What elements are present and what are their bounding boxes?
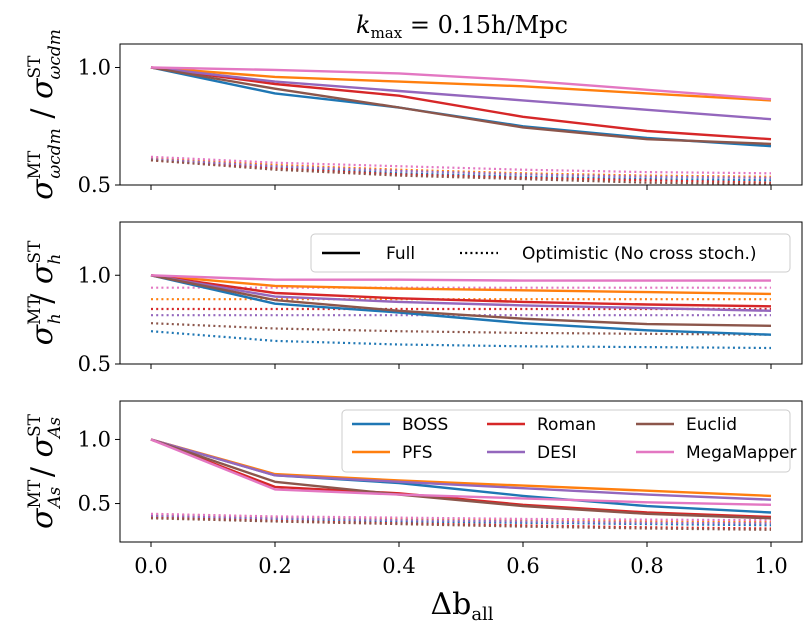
style-legend-box xyxy=(310,233,791,273)
series-line-pfs-full xyxy=(150,274,772,296)
y-tick-label: 0.5 xyxy=(78,492,111,516)
x-tick-label: 0.2 xyxy=(258,554,291,578)
legend-label-megamapper: MegaMapper xyxy=(686,443,796,463)
panel-1: 0.5 1.0 σMTωcdm / σSTωcdm xyxy=(25,29,803,200)
series-line-roman-optimistic xyxy=(150,159,772,184)
panel-1-frame xyxy=(119,43,803,186)
y-tick-label: 1.0 xyxy=(78,56,111,80)
panel-3-series xyxy=(150,438,772,531)
series-line-desi-full xyxy=(150,438,772,501)
y-tick-label: 1.0 xyxy=(78,427,111,451)
panel-3: 0.5 1.0 0.0 0.2 0.4 0.6 0.8 1.0 σMTAs / σSTAs xyxy=(25,400,803,578)
series-line-megamapper-full xyxy=(150,274,771,282)
x-tick-label: 0.6 xyxy=(506,554,539,578)
x-tick-label: 1.0 xyxy=(754,554,787,578)
series-line-desi-full xyxy=(150,274,772,312)
series-line-boss-optimistic xyxy=(150,515,772,527)
chart-title: kmax = 0.15h/Mpc xyxy=(356,11,568,42)
legend-label-full: Full xyxy=(386,244,415,264)
series-line-roman-optimistic xyxy=(150,516,772,530)
panel-3-frame xyxy=(119,400,803,543)
y-axis-label: σMTh / σSTh xyxy=(25,240,65,346)
series-line-desi-full xyxy=(150,66,772,121)
x-tick-label: 0.0 xyxy=(134,554,167,578)
panel-2: 0.5 1.0 σMTh / σSTh xyxy=(25,221,803,376)
series-line-euclid-full xyxy=(150,438,772,520)
panels: 0.5 1.0 σMTωcdm / σSTωcdm 0.5 1.0 σMTh / σSTh… xyxy=(25,29,803,578)
series-line-megamapper-full xyxy=(150,66,772,101)
series-line-megamapper-optimistic xyxy=(150,512,772,522)
legend-label-boss: BOSS xyxy=(402,415,448,435)
series-line-desi-optimistic xyxy=(150,158,772,179)
series-line-pfs-full xyxy=(150,66,772,102)
survey-legend: BOSS Roman Euclid PFS DESI MegaMapper xyxy=(341,409,796,473)
legend-label-euclid: Euclid xyxy=(686,415,737,435)
legend-label-roman: Roman xyxy=(537,415,596,435)
series-line-euclid-optimistic xyxy=(150,517,772,531)
series-line-roman-full xyxy=(150,66,772,141)
series-line-euclid-optimistic xyxy=(150,159,772,185)
panel-2-frame xyxy=(119,221,803,365)
legend-label-optimistic: Optimistic (No cross stoch.) xyxy=(522,244,757,264)
legend-label-desi: DESI xyxy=(537,443,577,463)
y-axis-label: σMTωcdm / σSTωcdm xyxy=(25,29,65,200)
series-line-megamapper-full xyxy=(150,438,772,506)
panel-2-series xyxy=(150,274,772,350)
series-line-boss-full xyxy=(150,274,772,336)
series-line-megamapper-optimistic xyxy=(150,155,772,175)
series-line-desi-optimistic xyxy=(150,514,772,525)
series-line-roman-full xyxy=(150,438,772,519)
y-tick-label: 0.5 xyxy=(78,173,111,197)
series-line-boss-optimistic xyxy=(150,158,772,182)
series-line-euclid-full xyxy=(150,274,772,327)
series-line-euclid-full xyxy=(150,66,772,146)
x-tick-label: 0.4 xyxy=(382,554,415,578)
series-line-roman-full xyxy=(150,274,772,308)
series-line-pfs-optimistic xyxy=(150,513,772,524)
y-tick-label: 1.0 xyxy=(78,263,111,287)
y-tick-label: 0.5 xyxy=(78,352,111,376)
legend-label-pfs: PFS xyxy=(402,443,433,463)
series-line-pfs-optimistic xyxy=(150,156,772,178)
survey-legend-box xyxy=(341,409,791,473)
y-axis-label: σMTAs / σSTAs xyxy=(25,413,65,529)
x-tick-label: 0.8 xyxy=(630,554,663,578)
style-legend: Full Optimistic (No cross stoch.) xyxy=(310,233,791,273)
x-axis-label: Δball xyxy=(430,587,493,625)
panel-1-series xyxy=(150,66,772,185)
